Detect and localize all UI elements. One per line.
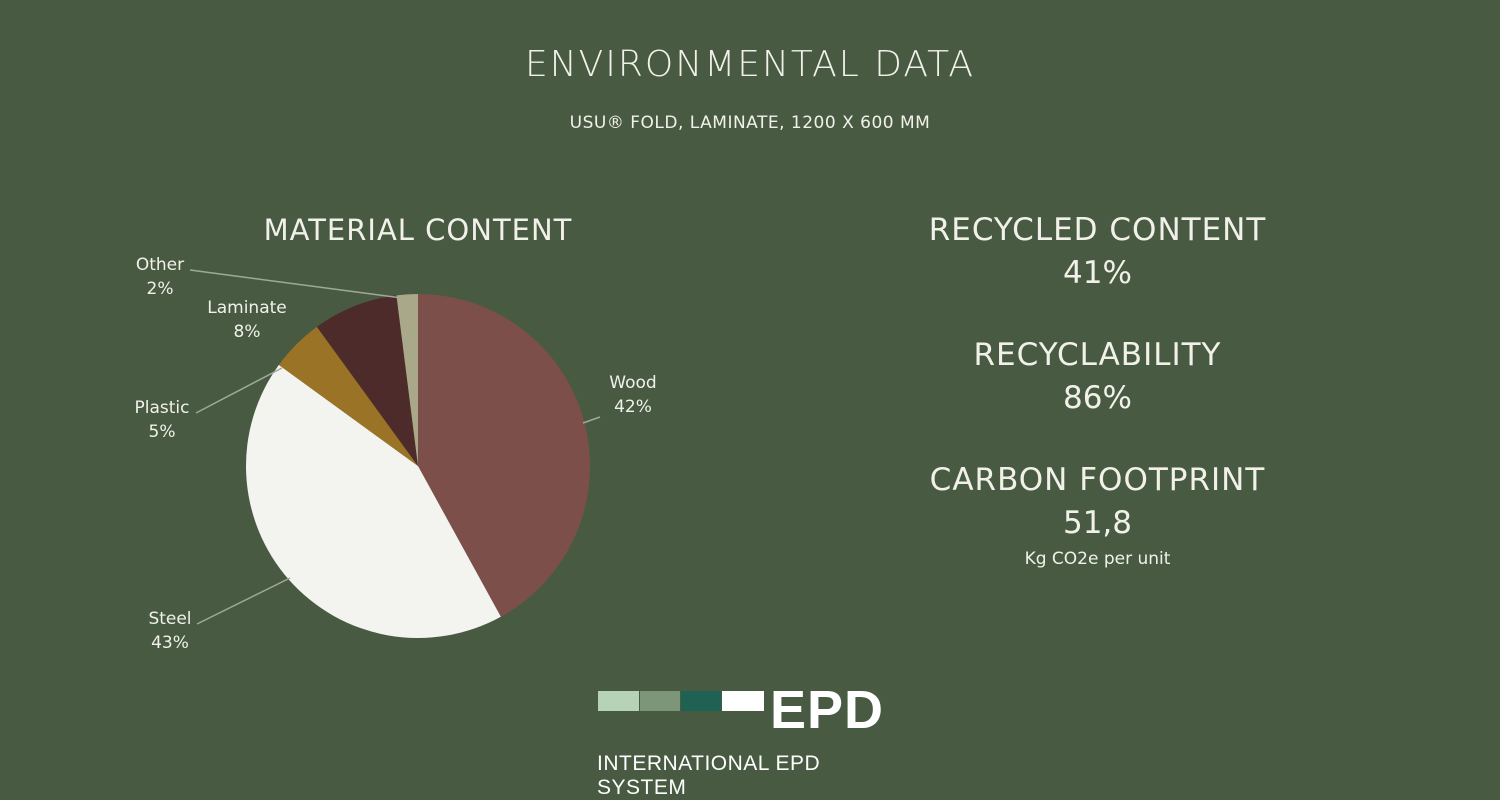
slice-value-plastic: 5%: [149, 422, 176, 442]
slice-label-steel: Steel: [148, 609, 191, 629]
recycled-content-value: 41%: [1063, 255, 1132, 291]
leader-line-other: [189, 269, 403, 299]
recycled-content-block: RECYCLED CONTENT 41%: [895, 210, 1300, 296]
epd-logo-text: EPD: [770, 680, 885, 740]
epd-logo-bar: [640, 691, 680, 711]
slice-value-wood: 42%: [614, 397, 652, 417]
pie-slice-other: [396, 294, 418, 466]
leader-line-steel: [196, 577, 291, 625]
carbon-footprint-unit: Kg CO2e per unit: [1024, 549, 1171, 569]
slice-value-steel: 43%: [151, 633, 189, 653]
recycled-content-label: RECYCLED CONTENT: [928, 212, 1267, 248]
slice-value-laminate: 8%: [234, 322, 261, 342]
epd-logo-subtitle: INTERNATIONAL EPD SYSTEM: [597, 752, 821, 799]
slice-label-laminate: Laminate: [207, 298, 287, 318]
slice-label-other: Other: [136, 255, 184, 275]
slice-label-wood: Wood: [609, 373, 656, 393]
page-subtitle: USU® FOLD, LAMINATE, 1200 X 600 MM: [569, 113, 931, 133]
epd-logo-bar: [598, 691, 639, 711]
pie-slice-laminate: [316, 295, 418, 466]
carbon-footprint-value: 51,8: [1062, 505, 1133, 541]
recyclability-block: RECYCLABILITY 86%: [895, 335, 1300, 421]
pie-slice-wood: [418, 294, 590, 617]
leader-line-plastic: [195, 367, 283, 414]
carbon-footprint-block: CARBON FOOTPRINT 51,8 Kg CO2e per unit: [895, 460, 1300, 572]
pie-slice-steel: [246, 364, 501, 638]
epd-logo-bar: [722, 691, 764, 711]
leader-line-wood: [582, 416, 601, 424]
page-title: ENVIRONMENTAL DATA: [525, 44, 975, 85]
recyclability-value: 86%: [1063, 380, 1132, 416]
carbon-footprint-label: CARBON FOOTPRINT: [929, 462, 1266, 498]
pie-slice-plastic: [278, 326, 418, 466]
slice-label-plastic: Plastic: [135, 398, 190, 418]
recyclability-label: RECYCLABILITY: [973, 337, 1222, 373]
chart-title: MATERIAL CONTENT: [263, 213, 573, 247]
epd-logo-bar: [681, 691, 721, 711]
slice-value-other: 2%: [147, 279, 174, 299]
epd-logo-bars: [598, 691, 764, 711]
